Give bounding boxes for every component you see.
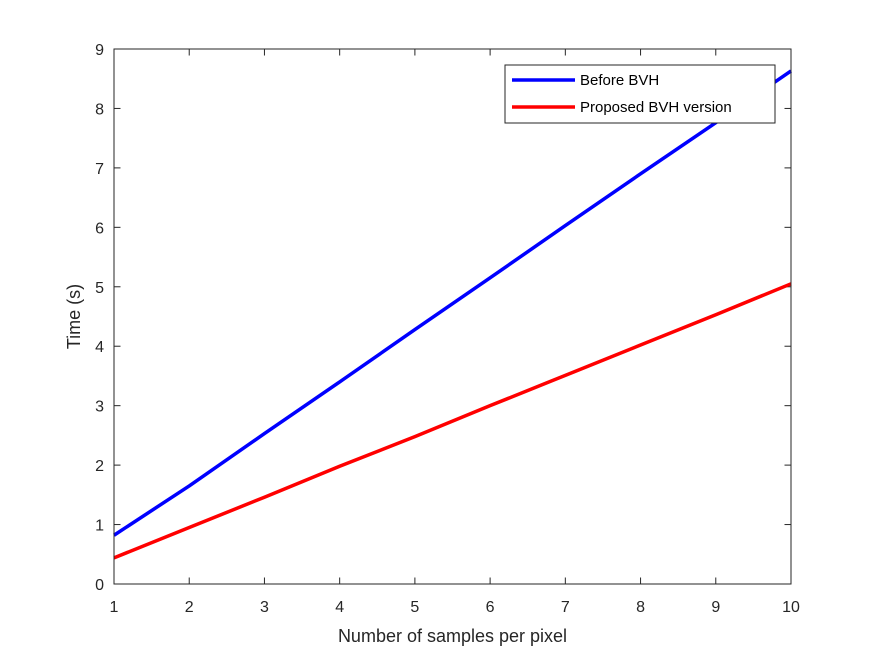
y-tick-label: 5 bbox=[95, 280, 104, 297]
x-tick-label: 3 bbox=[260, 599, 269, 616]
x-tick-label: 1 bbox=[110, 599, 119, 616]
y-tick-label: 0 bbox=[95, 577, 104, 594]
y-tick-label: 8 bbox=[95, 101, 104, 118]
legend-box bbox=[504, 64, 776, 124]
series-line-proposed-bvh-version bbox=[113, 282, 792, 560]
legend-label-before-bvh: Before BVH bbox=[580, 72, 659, 89]
x-tick-label: 5 bbox=[410, 599, 419, 616]
x-tick-label: 9 bbox=[711, 599, 720, 616]
plot-frame bbox=[113, 48, 792, 585]
legend: Before BVH Proposed BVH version bbox=[504, 64, 776, 124]
y-tick-label: 6 bbox=[95, 220, 104, 237]
y-tick-label: 3 bbox=[95, 399, 104, 416]
y-tick-label: 4 bbox=[95, 339, 104, 356]
legend-label-proposed-bvh-version: Proposed BVH version bbox=[580, 99, 732, 116]
plot-area bbox=[114, 49, 791, 584]
series-layer bbox=[113, 69, 792, 560]
y-tick-label: 2 bbox=[95, 458, 104, 475]
series-line-before-bvh bbox=[113, 69, 792, 537]
x-axis-label: Number of samples per pixel bbox=[338, 626, 567, 646]
x-tick-label: 2 bbox=[185, 599, 194, 616]
x-tick-label: 4 bbox=[335, 599, 344, 616]
y-tick-label: 7 bbox=[95, 161, 104, 178]
x-tick-label: 8 bbox=[636, 599, 645, 616]
x-tick-label: 6 bbox=[486, 599, 495, 616]
y-tick-label: 9 bbox=[95, 42, 104, 59]
y-axis-label: Time (s) bbox=[64, 284, 84, 349]
x-tick-label: 10 bbox=[782, 599, 800, 616]
x-tick-label: 7 bbox=[561, 599, 570, 616]
y-tick-label: 1 bbox=[95, 518, 104, 535]
